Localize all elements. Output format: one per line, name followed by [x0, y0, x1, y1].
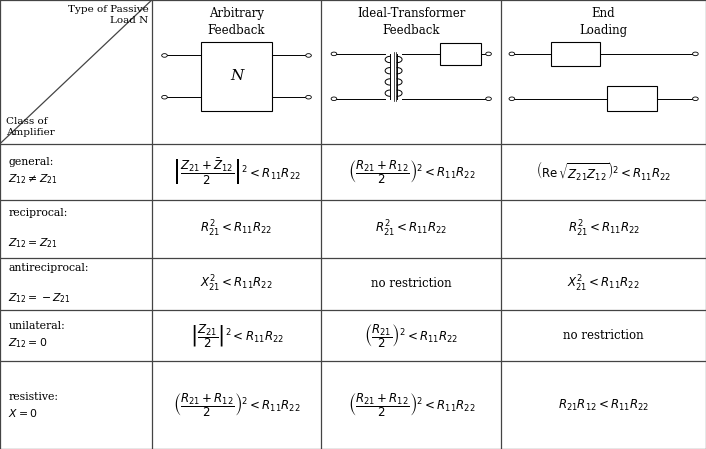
Circle shape [162, 95, 167, 99]
Circle shape [693, 97, 698, 101]
Circle shape [486, 97, 491, 101]
Text: Ideal-Transformer
Feedback: Ideal-Transformer Feedback [357, 7, 465, 37]
Text: Type of Passive
Load N: Type of Passive Load N [68, 5, 148, 26]
Text: reciprocal:

$Z_{12} = Z_{21}$: reciprocal: $Z_{12} = Z_{21}$ [8, 207, 68, 251]
Circle shape [509, 97, 515, 101]
Bar [551, 41, 600, 66]
Text: $R^{2}_{21} < R_{11}R_{22}$: $R^{2}_{21} < R_{11}R_{22}$ [201, 219, 273, 239]
Bar [441, 43, 481, 65]
Text: $R_{21}R_{12} < R_{11}R_{22}$: $R_{21}R_{12} < R_{11}R_{22}$ [558, 398, 650, 413]
Circle shape [306, 53, 311, 57]
Circle shape [331, 97, 337, 101]
Text: End
Loading: End Loading [580, 7, 628, 37]
Text: N: N [230, 69, 243, 84]
Text: unilateral:
$Z_{12} = 0$: unilateral: $Z_{12} = 0$ [8, 321, 65, 350]
Circle shape [693, 52, 698, 56]
Text: $\left(\dfrac{R_{21} + R_{12}}{2}\right)^{2} < R_{11}R_{22}$: $\left(\dfrac{R_{21} + R_{12}}{2}\right)… [173, 392, 300, 419]
Text: no restriction: no restriction [563, 329, 644, 342]
Text: $R^{2}_{21} < R_{11}R_{22}$: $R^{2}_{21} < R_{11}R_{22}$ [375, 219, 448, 239]
Text: $\left(\mathrm{Re}\,\sqrt{Z_{21}Z_{12}}\right)^{2} < R_{11}R_{22}$: $\left(\mathrm{Re}\,\sqrt{Z_{21}Z_{12}}\… [536, 161, 671, 183]
Circle shape [331, 52, 337, 56]
Text: $X^{2}_{21} < R_{11}R_{22}$: $X^{2}_{21} < R_{11}R_{22}$ [201, 274, 273, 294]
Text: general:
$Z_{12} \neq Z_{21}$: general: $Z_{12} \neq Z_{21}$ [8, 157, 58, 186]
Text: antireciprocal:

$Z_{12} = -Z_{21}$: antireciprocal: $Z_{12} = -Z_{21}$ [8, 263, 89, 305]
Text: Arbitrary
Feedback: Arbitrary Feedback [208, 7, 265, 37]
Text: Class of
Amplifier: Class of Amplifier [6, 117, 54, 137]
Circle shape [162, 53, 167, 57]
Text: $\left(\dfrac{R_{21} + R_{12}}{2}\right)^{2} < R_{11}R_{22}$: $\left(\dfrac{R_{21} + R_{12}}{2}\right)… [347, 158, 475, 185]
Circle shape [486, 52, 491, 56]
Text: resistive:
$X = 0$: resistive: $X = 0$ [8, 392, 59, 419]
Text: no restriction: no restriction [371, 277, 452, 291]
Text: $X^{2}_{21} < R_{11}R_{22}$: $X^{2}_{21} < R_{11}R_{22}$ [568, 274, 640, 294]
Bar [607, 86, 657, 111]
Bar [201, 42, 272, 111]
Text: $\left(\dfrac{R_{21}}{2}\right)^{2} < R_{11}R_{22}$: $\left(\dfrac{R_{21}}{2}\right)^{2} < R_… [364, 322, 458, 349]
Circle shape [306, 95, 311, 99]
Text: $\left(\dfrac{R_{21} + R_{12}}{2}\right)^{2} < R_{11}R_{22}$: $\left(\dfrac{R_{21} + R_{12}}{2}\right)… [347, 392, 475, 419]
Text: $\left|\dfrac{Z_{21} + \bar{Z}_{12}}{2}\right|^{2} < R_{11}R_{22}$: $\left|\dfrac{Z_{21} + \bar{Z}_{12}}{2}\… [172, 157, 301, 187]
Text: $\left|\dfrac{Z_{21}}{2}\right|^{2} < R_{11}R_{22}$: $\left|\dfrac{Z_{21}}{2}\right|^{2} < R_… [190, 322, 283, 349]
Circle shape [509, 52, 515, 56]
Text: $R^{2}_{21} < R_{11}R_{22}$: $R^{2}_{21} < R_{11}R_{22}$ [568, 219, 640, 239]
